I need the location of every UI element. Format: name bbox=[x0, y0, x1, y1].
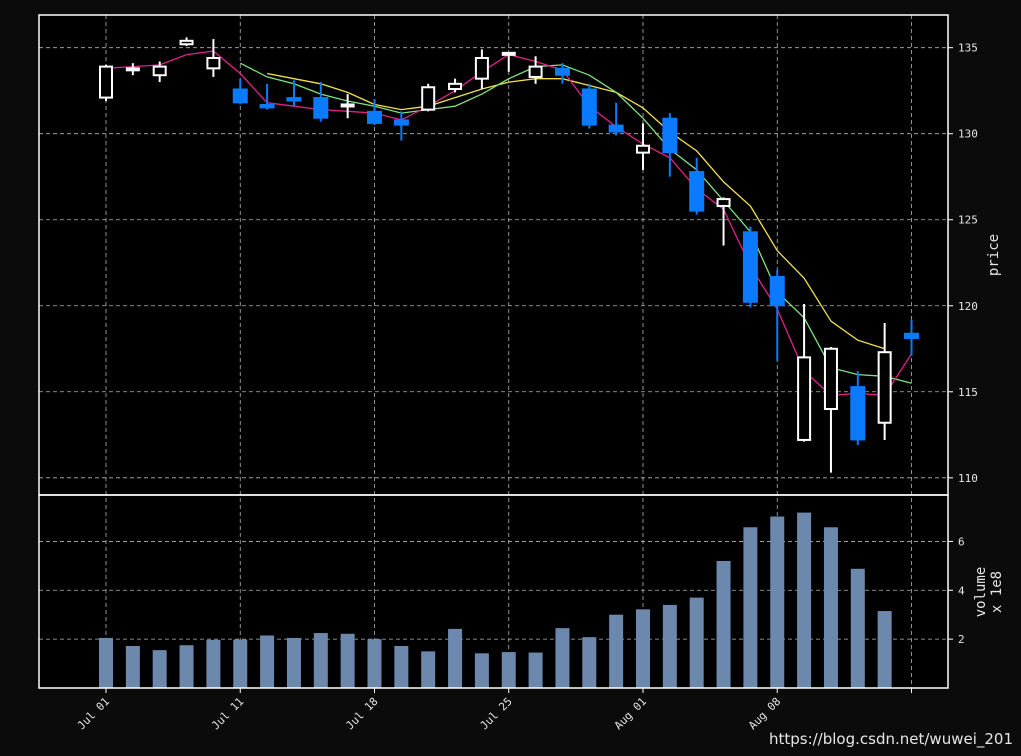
volume-bar bbox=[99, 637, 113, 688]
x-tick-label: Aug 08 bbox=[746, 695, 783, 732]
candle-body-down bbox=[232, 88, 248, 104]
volume-bar bbox=[260, 635, 275, 688]
volume-axis-label: volume bbox=[973, 567, 989, 618]
volume-bar bbox=[877, 611, 892, 688]
price-axis-label: price bbox=[986, 234, 1002, 276]
candle-body-down bbox=[662, 117, 678, 154]
candle-body-up bbox=[501, 51, 516, 56]
candle-body-down bbox=[742, 231, 758, 303]
candle-body-down bbox=[850, 386, 866, 441]
price-tick-label: 135 bbox=[958, 42, 978, 55]
volume-bar bbox=[313, 633, 328, 688]
price-panel bbox=[39, 15, 948, 495]
volume-bar bbox=[125, 645, 140, 688]
x-tick-label: Jul 25 bbox=[478, 695, 515, 732]
candle-body-up bbox=[340, 103, 355, 108]
ma-slow-line bbox=[266, 72, 885, 350]
x-tick-label: Jul 18 bbox=[343, 695, 380, 732]
volume-bar bbox=[609, 614, 624, 688]
volume-bar bbox=[823, 527, 838, 688]
volume-bar bbox=[474, 653, 489, 688]
volume-bar bbox=[394, 645, 409, 688]
candle-body-up bbox=[636, 144, 650, 154]
volume-bar bbox=[636, 609, 650, 688]
candle-body-up bbox=[474, 57, 489, 80]
x-tick-label: Aug 01 bbox=[612, 695, 649, 732]
volume-axes-frame bbox=[38, 494, 949, 689]
volume-tick-label: 4 bbox=[958, 584, 965, 597]
volume-bar bbox=[501, 652, 516, 688]
volume-bar bbox=[233, 639, 248, 688]
x-tick-label: Jul 11 bbox=[209, 695, 246, 732]
volume-bar bbox=[770, 516, 785, 688]
candle-body-up bbox=[206, 57, 221, 70]
candle-body-up bbox=[179, 39, 194, 46]
price-tick-label: 130 bbox=[958, 128, 978, 141]
volume-tick-label: 2 bbox=[958, 633, 965, 646]
candle-body-down bbox=[608, 124, 624, 133]
volume-bar bbox=[662, 604, 677, 688]
candle-body-up bbox=[448, 82, 463, 90]
candle-body-up bbox=[99, 65, 113, 99]
candle-body-down bbox=[286, 97, 302, 102]
volume-bar bbox=[340, 633, 355, 688]
candle-body-down bbox=[313, 97, 329, 119]
volume-bar bbox=[743, 527, 758, 688]
candle-body-up bbox=[877, 351, 892, 424]
candle-body-down bbox=[393, 119, 409, 126]
candle-body-up bbox=[421, 86, 436, 111]
price-tick-label: 110 bbox=[958, 472, 978, 485]
volume-scale-label: x 1e8 bbox=[989, 571, 1005, 613]
price-tick-label: 115 bbox=[958, 386, 978, 399]
volume-bar bbox=[179, 645, 194, 688]
volume-bar bbox=[206, 639, 221, 688]
price-tick-label: 125 bbox=[958, 214, 978, 227]
candle-body-up bbox=[716, 198, 731, 207]
price-tick-label: 120 bbox=[958, 300, 978, 313]
volume-bar bbox=[582, 637, 597, 688]
volume-bar bbox=[797, 512, 812, 688]
volume-bar bbox=[528, 652, 543, 688]
volume-bar bbox=[448, 628, 463, 688]
watermark-text: https://blog.csdn.net/wuwei_201 bbox=[768, 730, 1013, 748]
candle-body-up bbox=[823, 347, 838, 410]
volume-bar bbox=[367, 639, 382, 688]
volume-bar bbox=[286, 637, 301, 688]
volume-bar bbox=[850, 568, 865, 688]
x-tick-label: Jul 01 bbox=[75, 695, 112, 732]
candle-body-down bbox=[367, 110, 382, 124]
volume-bar bbox=[716, 560, 731, 688]
candle-body-down bbox=[769, 276, 785, 307]
volume-bar bbox=[421, 651, 436, 688]
volume-panel bbox=[39, 495, 948, 688]
candle-body-down bbox=[581, 88, 597, 126]
candle-body-up bbox=[528, 65, 543, 78]
candle-body-up bbox=[152, 65, 167, 77]
candle-body-up bbox=[797, 356, 812, 441]
volume-tick-label: 6 bbox=[958, 535, 965, 548]
candle-body-down bbox=[689, 171, 705, 212]
volume-bar bbox=[152, 650, 167, 688]
volume-bar bbox=[689, 597, 704, 688]
volume-bar bbox=[555, 628, 570, 688]
candle-body-down bbox=[554, 67, 570, 76]
candle-body-down bbox=[904, 332, 919, 339]
ma-mid-line bbox=[240, 62, 912, 384]
candle-body-down bbox=[259, 103, 275, 109]
candle-body-up bbox=[125, 67, 140, 72]
